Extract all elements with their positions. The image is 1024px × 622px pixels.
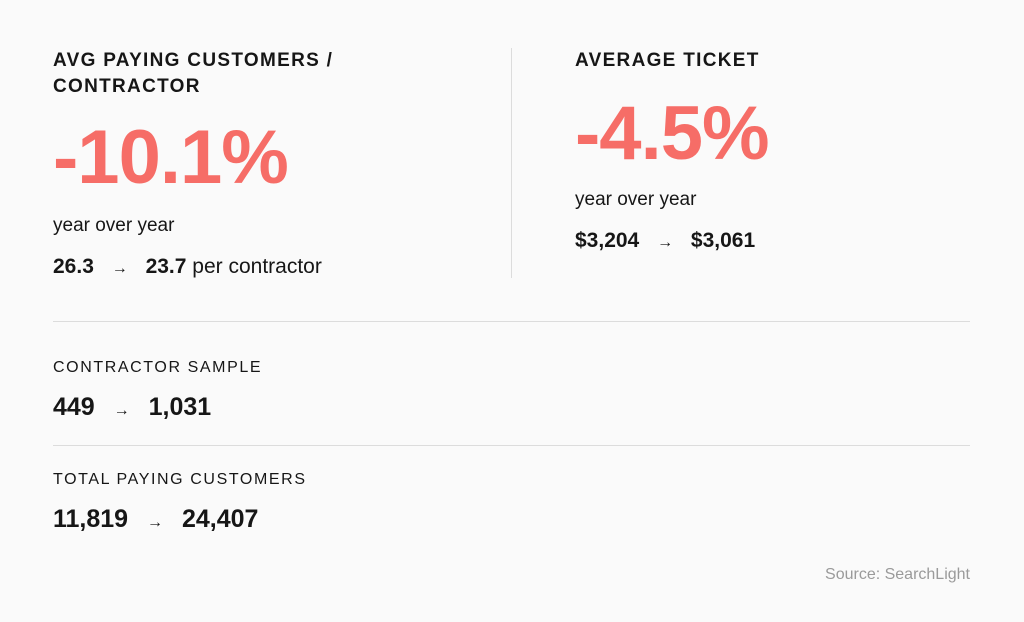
horizontal-divider (53, 321, 970, 322)
stat-suffix: per contractor (192, 255, 322, 278)
source-note: Source: SearchLight (825, 566, 970, 583)
row-label: TOTAL PAYING CUSTOMERS (53, 471, 307, 488)
avg-paying-customers-stat: AVG PAYING CUSTOMERS / CONTRACTOR -10.1%… (53, 48, 493, 282)
row-label: CONTRACTOR SAMPLE (53, 359, 263, 376)
horizontal-divider (53, 445, 970, 446)
stat-from-value: 26.3 (53, 255, 94, 278)
row-value: 11,819 → 24,407 (53, 504, 307, 538)
arrow-right-icon: → (113, 402, 130, 419)
row-value: 449 → 1,031 (53, 392, 262, 426)
arrow-right-icon: → (147, 514, 164, 531)
stat-from-value: $3,204 (575, 229, 640, 252)
arrow-right-icon: → (111, 260, 128, 277)
row-from-value: 449 (53, 393, 95, 421)
stat-subtitle: year over year (53, 215, 175, 236)
stat-value: -4.5% (575, 91, 770, 176)
arrow-right-icon: → (657, 234, 674, 251)
row-from-value: 11,819 (53, 505, 129, 533)
stat-change: $3,204 → $3,061 (575, 228, 975, 256)
stat-title: AVG PAYING CUSTOMERS / CONTRACTOR (53, 48, 493, 100)
stat-title-line2: CONTRACTOR (53, 76, 201, 97)
row-to-value: 24,407 (182, 505, 259, 533)
contractor-sample-row: CONTRACTOR SAMPLE 449 → 1,031 (53, 358, 262, 426)
row-to-value: 1,031 (148, 393, 212, 421)
stat-to-value: $3,061 (690, 229, 756, 252)
average-ticket-stat: AVERAGE TICKET -4.5% year over year $3,2… (575, 48, 975, 256)
stat-title-line1: AVG PAYING CUSTOMERS / (53, 50, 334, 71)
vertical-divider (511, 48, 512, 278)
stat-change: 26.3 → 23.7 per contractor (53, 254, 493, 282)
stat-title: AVERAGE TICKET (575, 50, 760, 71)
stat-to-value: 23.7 (145, 255, 187, 278)
stat-subtitle: year over year (575, 189, 697, 210)
stat-value: -10.1% (53, 115, 289, 200)
total-paying-customers-row: TOTAL PAYING CUSTOMERS 11,819 → 24,407 (53, 470, 307, 538)
